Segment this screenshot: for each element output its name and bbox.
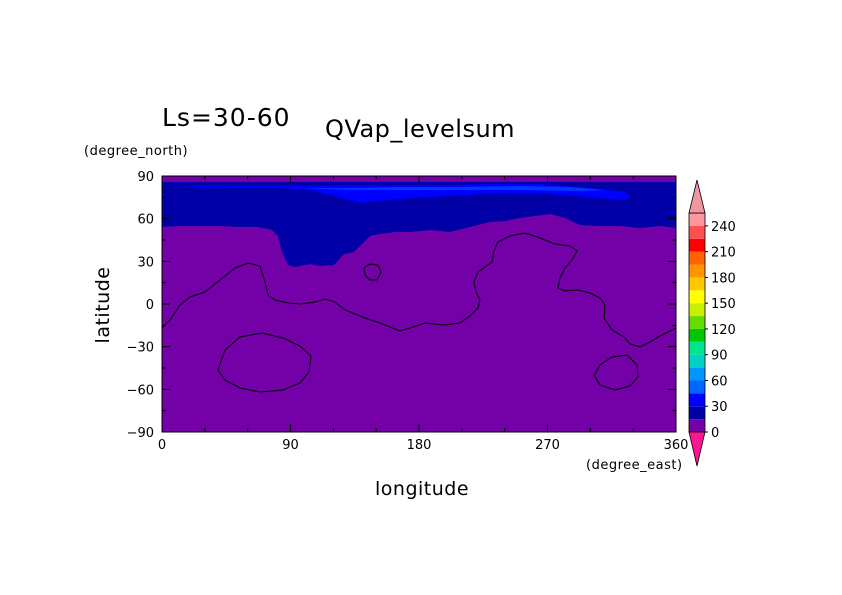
y-tick-label: 90 bbox=[137, 170, 154, 185]
x-axis-label: longitude bbox=[375, 478, 470, 500]
axis-ticks: 0 90 180 270 360 90 60 30 0 −30 −60 −90 bbox=[127, 170, 689, 453]
colorbar-segment bbox=[689, 419, 705, 432]
colorbar-segment bbox=[689, 328, 705, 342]
x-axis-unit: (degree_east) bbox=[586, 458, 683, 473]
y-tick-label: −90 bbox=[127, 426, 154, 441]
y-tick-label: −60 bbox=[127, 383, 154, 398]
colorbar-label: 180 bbox=[711, 271, 736, 286]
contour-lines bbox=[161, 232, 677, 393]
colorbar: 0 30 60 90 120 150 180 210 240 bbox=[688, 179, 736, 467]
colorbar-segment bbox=[689, 264, 705, 278]
colorbar-label: 60 bbox=[711, 374, 728, 389]
x-tick-label: 90 bbox=[282, 438, 299, 453]
region-level-45 bbox=[300, 186, 605, 191]
colorbar-label: 0 bbox=[711, 426, 719, 441]
colorbar-segment bbox=[689, 251, 705, 265]
colorbar-label: 210 bbox=[711, 246, 736, 261]
y-axis-unit: (degree_north) bbox=[84, 144, 189, 159]
x-tick-label: 0 bbox=[158, 438, 166, 453]
colorbar-label: 240 bbox=[711, 220, 736, 235]
y-tick-label: 30 bbox=[137, 255, 154, 270]
colorbar-under-triangle bbox=[688, 431, 706, 467]
y-tick-label: 60 bbox=[137, 213, 154, 228]
colorbar-segment bbox=[689, 238, 705, 252]
colorbar-segment bbox=[689, 316, 705, 329]
colorbar-segment bbox=[689, 303, 705, 317]
colorbar-segment bbox=[689, 380, 705, 394]
colorbar-label: 90 bbox=[711, 349, 728, 364]
x-tick-label: 180 bbox=[407, 438, 432, 453]
y-tick-label: 0 bbox=[146, 298, 154, 313]
contour-line bbox=[363, 263, 382, 281]
colorbar-segment bbox=[689, 367, 705, 381]
colorbar-segment bbox=[689, 213, 705, 226]
colorbar-label: 120 bbox=[711, 323, 736, 338]
colorbar-segment bbox=[689, 277, 705, 291]
colorbar-segment bbox=[689, 406, 705, 420]
chart-title: QVap_levelsum bbox=[325, 115, 516, 143]
colorbar-segment bbox=[689, 225, 705, 239]
chart-subtitle: Ls=30-60 bbox=[162, 103, 291, 132]
colorbar-segment bbox=[689, 393, 705, 407]
x-tick-label: 270 bbox=[535, 438, 560, 453]
contour-line bbox=[593, 354, 639, 391]
region-level-15 bbox=[162, 182, 676, 267]
plot-area bbox=[161, 175, 677, 433]
colorbar-label: 150 bbox=[711, 297, 736, 312]
colorbar-label: 30 bbox=[711, 400, 728, 415]
colorbar-over-triangle bbox=[688, 179, 706, 214]
y-tick-label: −30 bbox=[127, 341, 154, 356]
contour-line bbox=[161, 232, 677, 348]
colorbar-segment bbox=[689, 354, 705, 368]
colorbar-segment bbox=[689, 341, 705, 355]
colorbar-segment bbox=[689, 290, 705, 304]
x-tick-label: 360 bbox=[664, 438, 689, 453]
contour-line bbox=[217, 332, 312, 393]
